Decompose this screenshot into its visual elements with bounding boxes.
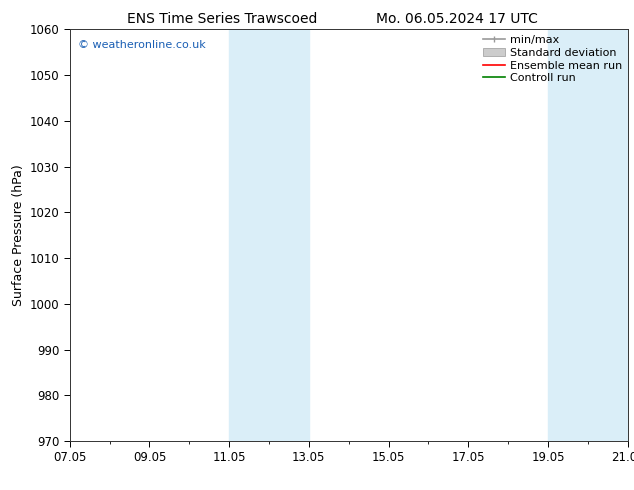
Bar bbox=[548, 29, 628, 441]
Text: © weatheronline.co.uk: © weatheronline.co.uk bbox=[78, 40, 206, 49]
Text: ENS Time Series Trawscoed: ENS Time Series Trawscoed bbox=[127, 12, 317, 26]
Legend: min/max, Standard deviation, Ensemble mean run, Controll run: min/max, Standard deviation, Ensemble me… bbox=[480, 32, 625, 87]
Bar bbox=[229, 29, 309, 441]
Y-axis label: Surface Pressure (hPa): Surface Pressure (hPa) bbox=[13, 164, 25, 306]
Text: Mo. 06.05.2024 17 UTC: Mo. 06.05.2024 17 UTC bbox=[375, 12, 538, 26]
